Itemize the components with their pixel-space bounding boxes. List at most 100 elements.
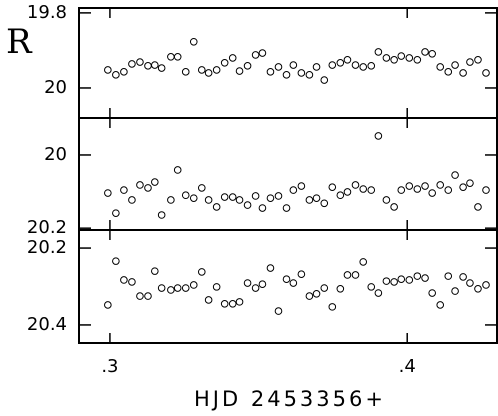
data-point: [212, 66, 221, 74]
data-point: [428, 50, 436, 58]
data-point: [328, 183, 337, 191]
data-point: [197, 184, 206, 192]
data-point: [157, 211, 166, 219]
data-point: [312, 63, 321, 71]
data-point: [482, 186, 490, 194]
y-tick-label: 20: [44, 144, 67, 165]
data-point: [112, 257, 120, 265]
panel-frame: [78, 229, 498, 344]
data-point: [144, 184, 152, 192]
data-point: [228, 54, 237, 62]
data-point: [421, 182, 429, 190]
data-point: [397, 52, 406, 60]
data-point: [104, 189, 112, 197]
data-point: [297, 270, 306, 279]
data-point: [235, 298, 244, 306]
data-point: [104, 301, 112, 309]
data-point: [128, 196, 136, 204]
data-point: [266, 194, 275, 202]
data-point: [151, 178, 159, 186]
data-point: [428, 189, 436, 197]
data-point: [459, 183, 467, 191]
data-point: [151, 267, 159, 275]
data-point: [320, 199, 329, 208]
data-point: [436, 181, 445, 189]
data-point: [312, 194, 321, 202]
data-point: [405, 182, 414, 190]
data-point: [421, 48, 429, 56]
data-point: [444, 186, 453, 194]
data-point: [289, 186, 298, 194]
data-point: [328, 61, 337, 69]
data-point: [243, 62, 252, 70]
data-point: [351, 181, 360, 189]
data-point: [320, 284, 329, 292]
data-point: [120, 276, 128, 284]
data-point: [282, 204, 291, 212]
data-point: [220, 299, 229, 308]
data-point: [482, 69, 490, 77]
x-tick-label: .3: [101, 356, 118, 377]
data-point: [359, 185, 368, 193]
data-point: [343, 56, 352, 64]
data-point: [367, 62, 376, 70]
data-point: [136, 58, 144, 66]
data-point: [444, 272, 453, 280]
data-point: [451, 61, 459, 69]
data-point: [120, 68, 128, 76]
data-point: [136, 181, 144, 189]
data-point: [343, 188, 352, 196]
data-point: [266, 264, 275, 272]
data-point: [144, 62, 152, 70]
data-point: [212, 203, 221, 211]
data-point: [405, 276, 414, 284]
y-tick-label: 20: [44, 77, 67, 98]
data-point: [120, 186, 128, 194]
data-point: [289, 279, 298, 287]
data-point: [181, 284, 190, 292]
data-point: [173, 284, 182, 292]
data-point: [482, 281, 490, 289]
data-point: [258, 49, 267, 57]
data-point: [243, 201, 252, 209]
data-point: [405, 54, 414, 62]
data-point: [413, 272, 422, 280]
data-point: [436, 63, 445, 71]
data-point: [258, 204, 267, 212]
data-point: [428, 289, 436, 297]
data-point: [251, 192, 260, 200]
data-point: [112, 71, 120, 79]
data-point: [151, 61, 159, 69]
data-point: [466, 58, 474, 66]
data-point: [305, 292, 314, 300]
data-point: [251, 51, 260, 59]
data-point: [382, 54, 391, 62]
panel-frame: [78, 117, 498, 231]
data-point: [421, 274, 429, 282]
data-point: [367, 186, 376, 194]
data-point: [397, 186, 406, 194]
data-point: [367, 283, 376, 291]
data-point: [235, 67, 244, 75]
data-point: [343, 271, 352, 279]
data-point: [274, 192, 283, 200]
data-point: [474, 203, 482, 211]
data-point: [112, 209, 120, 217]
y-axis-label: R: [6, 22, 33, 62]
data-point: [374, 48, 383, 56]
data-point: [359, 258, 368, 266]
data-point: [297, 182, 306, 190]
data-point: [320, 76, 329, 84]
y-tick-label: 20.4: [27, 314, 67, 335]
data-point: [466, 279, 474, 287]
data-point: [466, 179, 474, 187]
data-point: [266, 68, 275, 76]
data-point: [189, 281, 198, 289]
data-point: [243, 279, 252, 287]
y-tick-label: 19.8: [27, 2, 67, 23]
data-point: [390, 278, 398, 286]
data-point: [144, 292, 152, 300]
data-point: [173, 166, 182, 174]
data-point: [274, 307, 283, 315]
data-point: [351, 271, 360, 279]
